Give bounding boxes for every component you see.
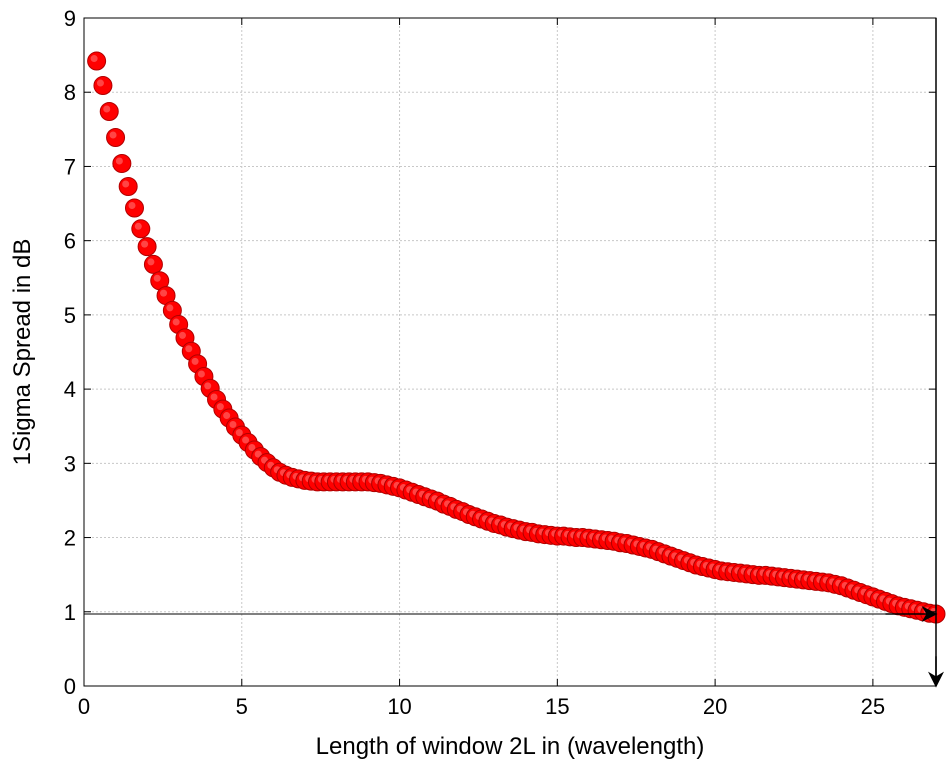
data-point xyxy=(131,219,151,239)
axis-ticks: 0 5 10 15 20 25 0 1 2 3 4 5 6 7 8 9 xyxy=(64,6,936,719)
data-point xyxy=(118,176,138,196)
x-tick-label: 25 xyxy=(861,694,885,719)
data-point xyxy=(106,127,126,147)
data-point xyxy=(200,378,220,398)
data-points xyxy=(87,51,946,624)
y-tick-label: 9 xyxy=(64,6,76,31)
data-point xyxy=(143,254,163,274)
data-point xyxy=(93,76,113,96)
x-tick-label: 15 xyxy=(545,694,569,719)
y-tick-label: 1 xyxy=(64,600,76,625)
data-point xyxy=(156,286,176,306)
x-tick-label: 20 xyxy=(703,694,727,719)
y-tick-label: 4 xyxy=(64,377,76,402)
x-axis-label: Length of window 2L in (wavelength) xyxy=(316,733,705,760)
y-tick-label: 2 xyxy=(64,526,76,551)
y-tick-label: 5 xyxy=(64,303,76,328)
y-tick-label: 8 xyxy=(64,80,76,105)
data-point xyxy=(124,198,144,218)
x-tick-label: 0 xyxy=(78,694,90,719)
plot-frame xyxy=(83,17,937,687)
y-tick-label: 0 xyxy=(64,674,76,699)
y-axis-label: 1Sigma Spread in dB xyxy=(9,239,36,466)
y-tick-label: 3 xyxy=(64,451,76,476)
x-tick-label: 10 xyxy=(387,694,411,719)
data-point xyxy=(137,237,157,257)
data-point xyxy=(99,102,119,122)
data-point xyxy=(87,51,107,71)
x-tick-label: 5 xyxy=(236,694,248,719)
data-point xyxy=(112,153,132,173)
y-tick-label: 7 xyxy=(64,154,76,179)
y-tick-label: 6 xyxy=(64,229,76,254)
